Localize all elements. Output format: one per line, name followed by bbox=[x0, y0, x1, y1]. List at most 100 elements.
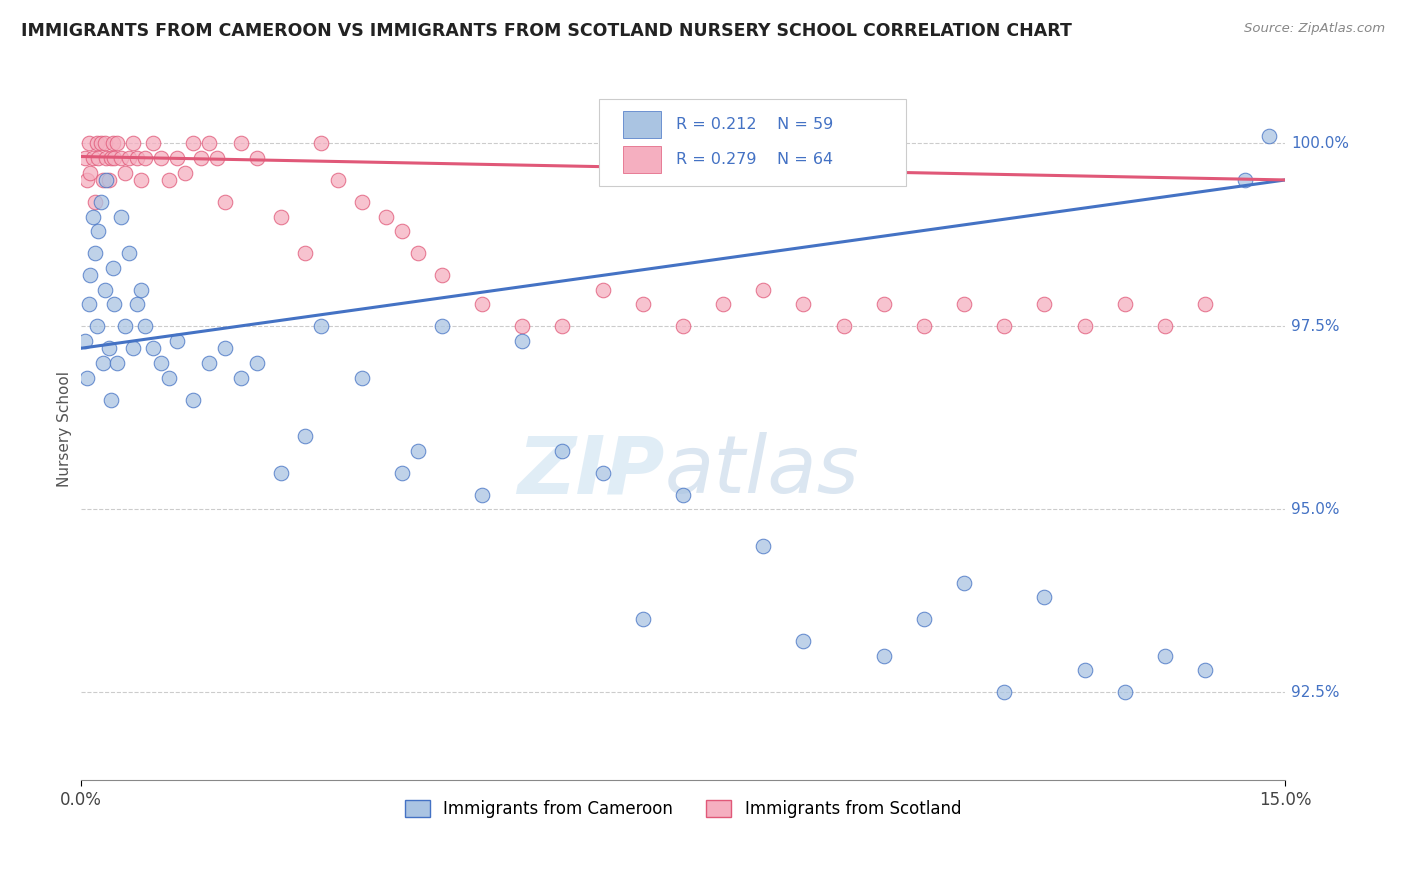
Point bbox=[246, 151, 269, 165]
Point bbox=[73, 151, 96, 165]
Point bbox=[391, 466, 413, 480]
Point bbox=[76, 173, 98, 187]
Point bbox=[1114, 685, 1136, 699]
Point bbox=[711, 297, 734, 311]
Point bbox=[792, 297, 814, 311]
Point bbox=[87, 224, 110, 238]
Point bbox=[77, 136, 100, 151]
Point bbox=[231, 136, 253, 151]
Point bbox=[592, 283, 614, 297]
Point bbox=[166, 334, 188, 348]
Point bbox=[1033, 297, 1056, 311]
Point bbox=[270, 466, 292, 480]
Point bbox=[993, 319, 1015, 334]
Point bbox=[114, 319, 136, 334]
Point bbox=[97, 173, 120, 187]
Point bbox=[82, 151, 104, 165]
Point bbox=[121, 342, 143, 356]
Point bbox=[993, 685, 1015, 699]
Point bbox=[134, 151, 156, 165]
Point bbox=[101, 136, 124, 151]
Point bbox=[103, 297, 125, 311]
Point bbox=[110, 151, 132, 165]
Bar bbox=[623, 112, 661, 138]
Point bbox=[77, 297, 100, 311]
Point bbox=[198, 356, 221, 370]
Point bbox=[84, 194, 107, 209]
Point bbox=[873, 648, 896, 663]
Point bbox=[90, 136, 112, 151]
Point bbox=[79, 166, 101, 180]
Point bbox=[953, 575, 976, 590]
Point bbox=[246, 356, 269, 370]
Point bbox=[551, 319, 574, 334]
Point bbox=[181, 136, 204, 151]
Point bbox=[134, 319, 156, 334]
Point bbox=[311, 136, 333, 151]
Point bbox=[103, 151, 125, 165]
Point bbox=[752, 283, 775, 297]
Point bbox=[97, 342, 120, 356]
Point bbox=[350, 194, 373, 209]
Point bbox=[157, 370, 180, 384]
Point bbox=[166, 151, 188, 165]
Point bbox=[86, 319, 108, 334]
Point bbox=[1114, 297, 1136, 311]
Point bbox=[510, 334, 533, 348]
Point bbox=[631, 297, 654, 311]
Bar bbox=[623, 146, 661, 173]
Point bbox=[121, 136, 143, 151]
Point bbox=[430, 268, 453, 282]
Point bbox=[91, 356, 114, 370]
Point bbox=[114, 166, 136, 180]
Point bbox=[214, 194, 236, 209]
Point bbox=[73, 334, 96, 348]
Point bbox=[350, 370, 373, 384]
Point bbox=[1073, 664, 1095, 678]
Point bbox=[294, 429, 316, 443]
Y-axis label: Nursery School: Nursery School bbox=[58, 371, 72, 487]
Point bbox=[96, 151, 118, 165]
Point bbox=[105, 136, 128, 151]
Point bbox=[1258, 128, 1281, 143]
Point bbox=[174, 166, 197, 180]
Point bbox=[374, 210, 396, 224]
Point bbox=[101, 260, 124, 275]
Point bbox=[1073, 319, 1095, 334]
Point bbox=[86, 136, 108, 151]
Point bbox=[510, 319, 533, 334]
Point bbox=[93, 136, 115, 151]
Point bbox=[157, 173, 180, 187]
Text: R = 0.212    N = 59: R = 0.212 N = 59 bbox=[676, 117, 832, 132]
Point bbox=[1194, 297, 1216, 311]
Point bbox=[110, 210, 132, 224]
Point bbox=[270, 210, 292, 224]
Point bbox=[953, 297, 976, 311]
Text: 97.5%: 97.5% bbox=[1291, 318, 1340, 334]
Point bbox=[105, 356, 128, 370]
Point bbox=[100, 151, 122, 165]
Point bbox=[149, 356, 172, 370]
Point bbox=[792, 634, 814, 648]
Point bbox=[129, 283, 152, 297]
Point bbox=[198, 136, 221, 151]
Point bbox=[214, 342, 236, 356]
Point bbox=[406, 443, 429, 458]
Point bbox=[406, 246, 429, 260]
Point bbox=[93, 283, 115, 297]
Point bbox=[471, 297, 494, 311]
Point bbox=[672, 488, 695, 502]
Point bbox=[294, 246, 316, 260]
Point bbox=[832, 319, 855, 334]
Point bbox=[149, 151, 172, 165]
Text: atlas: atlas bbox=[665, 432, 859, 510]
Text: 100.0%: 100.0% bbox=[1291, 136, 1350, 151]
Point bbox=[631, 612, 654, 626]
Point bbox=[752, 539, 775, 553]
FancyBboxPatch shape bbox=[599, 98, 905, 186]
Text: Source: ZipAtlas.com: Source: ZipAtlas.com bbox=[1244, 22, 1385, 36]
Point bbox=[100, 392, 122, 407]
Point bbox=[391, 224, 413, 238]
Point bbox=[84, 246, 107, 260]
Point bbox=[551, 443, 574, 458]
